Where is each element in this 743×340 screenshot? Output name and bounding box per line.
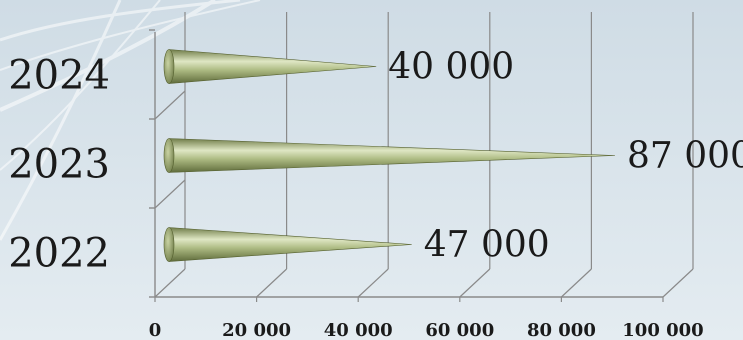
data-label: 40 000 [388, 47, 514, 88]
data-label: 47 000 [424, 225, 550, 266]
axis-layer [149, 29, 664, 302]
x-tick-label: 20 000 [222, 320, 291, 340]
floor-gridline [560, 268, 592, 298]
grid-layer [154, 12, 694, 298]
cone-base [163, 49, 175, 84]
floor-gridline [662, 268, 694, 298]
category-label: 2024 [8, 53, 110, 99]
floor-gridline [154, 268, 186, 298]
floor-gridline [256, 268, 288, 298]
wall-gridline [154, 179, 186, 209]
x-tick-label: 100 000 [622, 320, 703, 340]
cone-base [163, 138, 175, 173]
category-label: 2022 [8, 231, 110, 277]
cone-base [163, 227, 175, 262]
x-tick-label: 60 000 [425, 320, 494, 340]
label-layer: 0 20 000 40 000 60 000 80 000 100 000 47 000 20… [8, 47, 743, 340]
cone-layer [163, 49, 615, 262]
x-tick-label: 80 000 [527, 320, 596, 340]
x-tick-label: 0 [149, 320, 162, 340]
wall-gridline [154, 90, 186, 120]
background-streaks [0, 0, 261, 241]
floor-gridline [357, 268, 389, 298]
category-label: 2023 [8, 142, 110, 188]
floor-gridline [459, 268, 491, 298]
x-tick-label: 40 000 [324, 320, 393, 340]
data-label: 87 000 [627, 136, 743, 177]
